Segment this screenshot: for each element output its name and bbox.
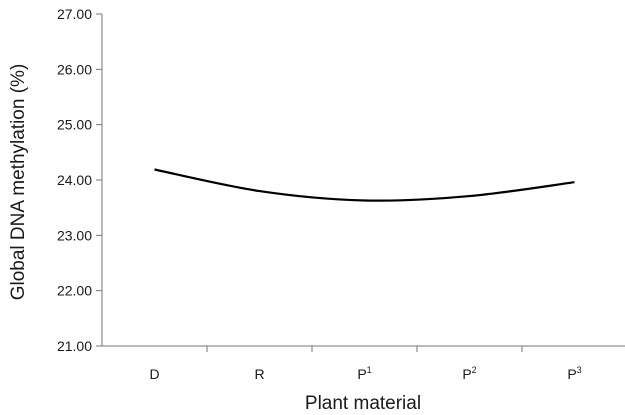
x-tick-label: R bbox=[254, 366, 264, 382]
series-layer bbox=[154, 168, 575, 202]
x-tick-label-base: R bbox=[254, 366, 264, 382]
x-tick-label-sup: 3 bbox=[577, 365, 582, 375]
x-tick-label-base: D bbox=[149, 366, 159, 382]
series-line bbox=[154, 168, 575, 202]
x-tick-label: P3 bbox=[567, 365, 581, 382]
x-axis-title: Plant material bbox=[305, 393, 421, 414]
x-tick-label-sup: 2 bbox=[472, 365, 477, 375]
x-tick-label-base: P bbox=[462, 366, 471, 382]
x-tick-label: P2 bbox=[462, 365, 476, 382]
x-tick-label-base: P bbox=[357, 366, 366, 382]
x-tick-label: D bbox=[149, 366, 159, 382]
x-axis: D R P1 P2 P3 bbox=[102, 345, 625, 382]
y-tick-label: 23.00 bbox=[57, 227, 92, 243]
y-tick-label: 26.00 bbox=[57, 61, 92, 77]
y-tick-label: 25.00 bbox=[57, 117, 92, 133]
y-axis-title: Global DNA methylation (%) bbox=[8, 64, 29, 301]
x-tick-label: P1 bbox=[357, 365, 371, 382]
y-axis: 21.00 22.00 23.00 24.00 25.00 26.00 27.00 bbox=[57, 6, 103, 354]
x-tick-label-sup: 1 bbox=[367, 365, 372, 375]
y-tick-label: 22.00 bbox=[57, 283, 92, 299]
y-tick-label: 24.00 bbox=[57, 172, 92, 188]
y-tick-label: 21.00 bbox=[57, 338, 92, 354]
y-tick-label: 27.00 bbox=[57, 6, 92, 22]
x-tick-label-base: P bbox=[567, 366, 576, 382]
